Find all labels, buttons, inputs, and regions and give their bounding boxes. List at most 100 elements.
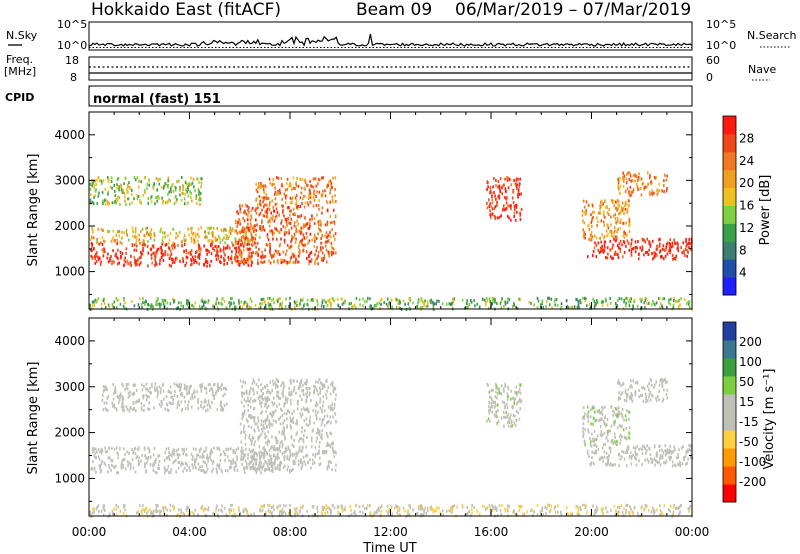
velocity-cell bbox=[288, 410, 291, 414]
velocity-cell bbox=[651, 458, 654, 462]
power-cell bbox=[107, 303, 110, 307]
power-cell bbox=[579, 298, 581, 302]
velocity-cell bbox=[290, 393, 292, 397]
velocity-cell bbox=[498, 387, 500, 391]
velocity-cell bbox=[685, 450, 687, 454]
velocity-cell bbox=[293, 460, 296, 464]
power-cell bbox=[606, 246, 609, 250]
power-cell bbox=[241, 229, 243, 233]
power-cell bbox=[321, 206, 324, 210]
power-cell bbox=[250, 214, 252, 218]
velocity-cell bbox=[271, 445, 273, 449]
velocity-cell bbox=[243, 467, 245, 471]
power-cell bbox=[489, 186, 492, 190]
velocity-cell bbox=[246, 511, 248, 515]
velocity-cell bbox=[628, 432, 631, 436]
velocity-cell bbox=[293, 385, 296, 389]
power-cell bbox=[172, 241, 175, 245]
velocity-cell bbox=[252, 400, 254, 403]
power-cell bbox=[102, 250, 105, 254]
velocity-cell bbox=[197, 453, 199, 457]
power-cell bbox=[665, 245, 668, 249]
power-cell bbox=[282, 250, 285, 254]
power-cell bbox=[476, 302, 478, 306]
power-cell bbox=[245, 233, 247, 237]
power-cell bbox=[494, 194, 496, 198]
power-cell bbox=[306, 222, 309, 226]
velocity-cell bbox=[315, 380, 317, 384]
power-cbar-swatch bbox=[723, 151, 736, 171]
velocity-cell bbox=[254, 440, 256, 444]
power-cell bbox=[379, 306, 382, 310]
velocity-cell bbox=[650, 379, 652, 383]
power-cell bbox=[123, 298, 125, 302]
power-cell bbox=[207, 226, 209, 230]
velocity-cell bbox=[257, 426, 259, 429]
power-cell bbox=[283, 192, 286, 196]
power-cell bbox=[590, 230, 593, 234]
velocity-cell bbox=[216, 446, 219, 450]
power-cell bbox=[426, 300, 429, 304]
power-cell bbox=[601, 304, 604, 308]
velocity-cell bbox=[647, 460, 650, 464]
power-cell bbox=[240, 258, 243, 262]
power-cell bbox=[277, 261, 279, 265]
velocity-cell bbox=[655, 459, 658, 463]
power-cell bbox=[554, 303, 557, 307]
velocity-cell bbox=[133, 391, 135, 395]
power-cell bbox=[614, 200, 617, 204]
velocity-cell bbox=[316, 510, 319, 514]
velocity-cell bbox=[304, 462, 307, 466]
power-cell bbox=[193, 261, 195, 265]
power-cell bbox=[148, 233, 150, 237]
velocity-cell bbox=[605, 436, 608, 440]
velocity-cell bbox=[511, 424, 514, 428]
power-cell bbox=[227, 255, 230, 259]
velocity-cell bbox=[270, 423, 273, 427]
velocity-cell bbox=[186, 385, 188, 389]
power-cell bbox=[179, 188, 181, 192]
power-cell bbox=[664, 254, 667, 258]
velocity-cell bbox=[233, 460, 235, 464]
velocity-cell bbox=[210, 459, 212, 462]
power-cell bbox=[327, 234, 329, 238]
velocity-cell bbox=[286, 468, 288, 472]
power-cell bbox=[266, 243, 269, 247]
power-cell bbox=[329, 215, 332, 219]
velocity-cell bbox=[593, 429, 596, 433]
power-cell bbox=[138, 179, 140, 183]
velocity-cell bbox=[158, 385, 161, 389]
velocity-cell bbox=[323, 383, 326, 387]
power-cell bbox=[324, 223, 327, 227]
velocity-cell bbox=[301, 398, 303, 401]
velocity-cell bbox=[195, 447, 197, 451]
velocity-cell bbox=[495, 410, 497, 414]
velocity-cell bbox=[644, 447, 646, 451]
power-cell bbox=[313, 236, 316, 240]
velocity-cell bbox=[548, 503, 551, 507]
power-cell bbox=[232, 243, 234, 247]
power-cell bbox=[291, 238, 293, 241]
power-cell bbox=[625, 301, 627, 305]
power-cell bbox=[326, 223, 329, 227]
power-cell bbox=[283, 214, 285, 218]
velocity-cell bbox=[627, 447, 630, 451]
velocity-cell bbox=[421, 513, 424, 517]
velocity-cell bbox=[586, 449, 589, 453]
power-cell bbox=[628, 224, 630, 228]
power-cell bbox=[612, 214, 615, 218]
velocity-cell bbox=[380, 509, 382, 513]
velocity-cell bbox=[513, 421, 515, 425]
velocity-cell bbox=[332, 442, 334, 446]
velocity-cell bbox=[257, 419, 260, 423]
power-cell bbox=[601, 244, 603, 248]
power-cell bbox=[653, 303, 656, 307]
power-cell bbox=[619, 211, 622, 215]
power-cell bbox=[188, 184, 191, 188]
velocity-cell bbox=[496, 403, 499, 407]
velocity-cell bbox=[684, 454, 687, 458]
velocity-cell bbox=[495, 404, 497, 408]
velocity-cell bbox=[619, 396, 622, 400]
power-cell bbox=[636, 186, 639, 189]
power-cell bbox=[162, 236, 164, 239]
